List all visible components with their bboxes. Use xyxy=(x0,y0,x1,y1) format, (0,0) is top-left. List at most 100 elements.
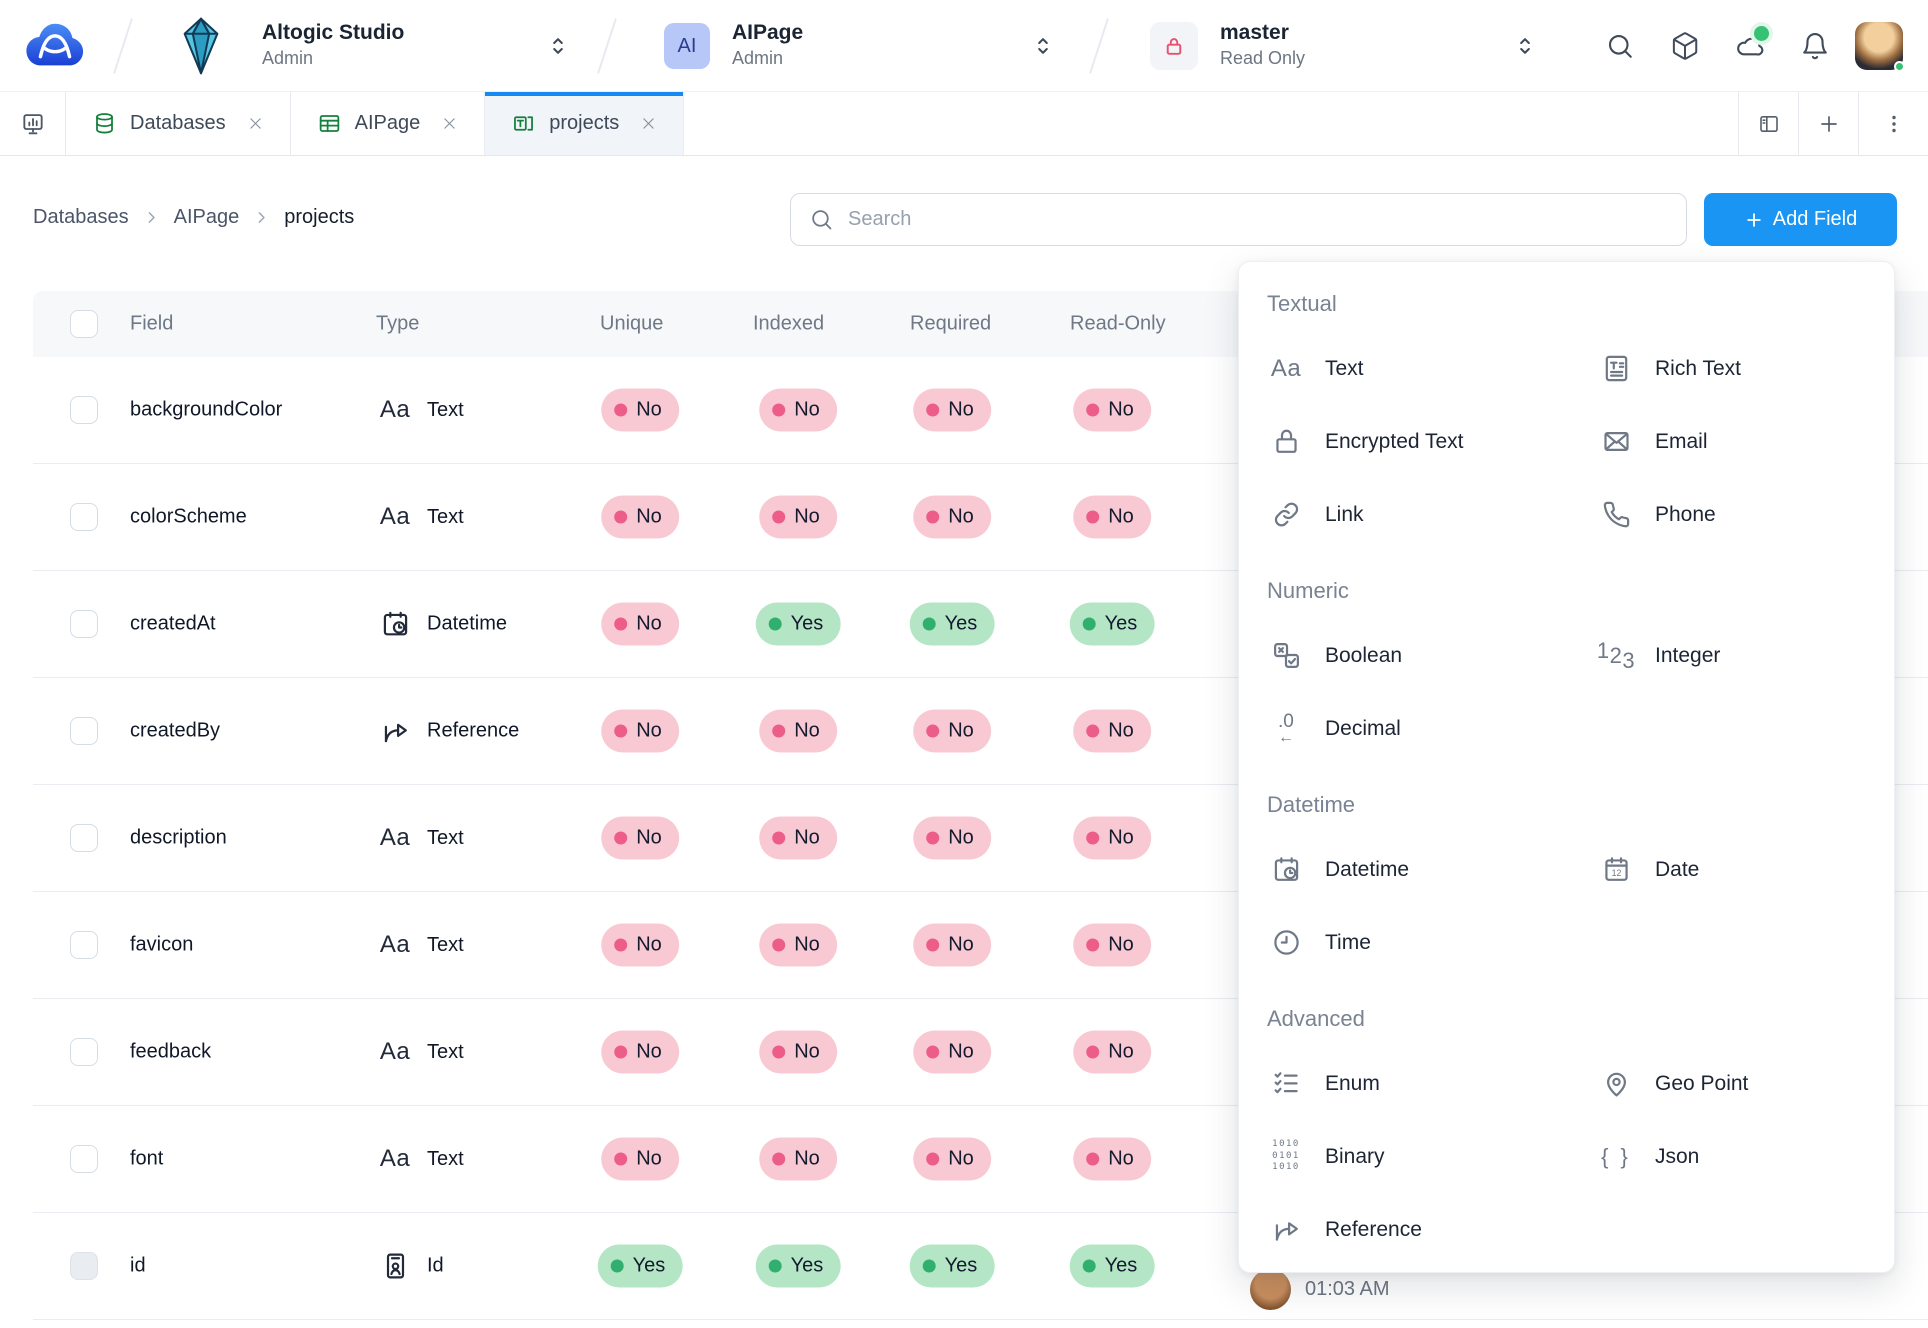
menu-item[interactable]: 12 Date xyxy=(1597,833,1876,906)
menu-item[interactable]: .0 ← Decimal xyxy=(1267,692,1597,765)
indexed-badge: Yes xyxy=(755,1244,841,1288)
field-type: Aa Text xyxy=(379,931,464,958)
column-header: Read-Only xyxy=(1070,312,1166,335)
menu-item[interactable]: Boolean xyxy=(1267,619,1597,692)
unique-badge: No xyxy=(601,709,679,753)
cloud-icon[interactable] xyxy=(1735,26,1769,61)
version-selector[interactable]: master Read Only xyxy=(1220,19,1305,70)
tab[interactable]: projects xyxy=(485,92,685,155)
readonly-badge: Yes xyxy=(1069,602,1155,646)
time-icon xyxy=(1267,927,1305,958)
required-badge: No xyxy=(913,923,991,967)
menu-item[interactable]: Geo Point xyxy=(1597,1047,1876,1120)
row-checkbox[interactable] xyxy=(70,1145,98,1173)
close-tab-icon[interactable] xyxy=(441,115,458,132)
field-type: Aa Text xyxy=(379,503,464,530)
menu-item[interactable]: 1010 0101 1010 Binary xyxy=(1267,1120,1597,1193)
menu-item[interactable]: Aa Text xyxy=(1267,332,1597,405)
text-icon: Aa xyxy=(379,396,411,423)
menu-item[interactable]: Rich Text xyxy=(1597,332,1876,405)
menu-item[interactable]: Phone xyxy=(1597,478,1876,551)
required-badge: No xyxy=(913,1137,991,1181)
menu-item[interactable]: Link xyxy=(1267,478,1597,551)
divider xyxy=(113,18,133,74)
more-icon[interactable] xyxy=(1858,92,1928,155)
created-time: 01:03 AM xyxy=(1305,1278,1390,1300)
user-avatar xyxy=(1250,1269,1291,1310)
tab-label: AIPage xyxy=(354,112,421,134)
add-field-button[interactable]: Add Field xyxy=(1704,193,1897,246)
add-tab-icon[interactable] xyxy=(1798,92,1858,155)
required-badge: No xyxy=(913,816,991,860)
breadcrumb-chevron-icon xyxy=(253,209,270,226)
field-name: createdAt xyxy=(130,612,216,635)
required-badge: Yes xyxy=(909,1244,995,1288)
presence-dot xyxy=(1894,61,1905,72)
row-checkbox[interactable] xyxy=(70,610,98,638)
app-avatar: AI xyxy=(664,23,710,69)
split-view-icon[interactable] xyxy=(1738,92,1798,155)
row-checkbox[interactable] xyxy=(70,1252,98,1280)
chevron-expand-icon[interactable] xyxy=(1030,28,1056,64)
altogic-logo-icon[interactable] xyxy=(24,15,86,77)
app-selector[interactable]: AIPage Admin xyxy=(732,19,803,70)
column-header: Field xyxy=(130,312,174,335)
reference-icon xyxy=(1267,1214,1305,1245)
geo-point-icon xyxy=(1597,1068,1635,1099)
required-badge: Yes xyxy=(909,602,995,646)
breadcrumb-item[interactable]: Databases xyxy=(33,206,160,229)
id-icon xyxy=(378,1251,412,1282)
unique-badge: No xyxy=(601,1030,679,1074)
chevron-expand-icon[interactable] xyxy=(545,28,571,64)
readonly-badge: No xyxy=(1073,1137,1151,1181)
database-icon xyxy=(92,111,117,136)
row-checkbox[interactable] xyxy=(70,1038,98,1066)
field-type: Aa Text xyxy=(379,1038,464,1065)
menu-item[interactable]: Enum xyxy=(1267,1047,1597,1120)
encrypted-text-icon xyxy=(1267,426,1305,457)
menu-item[interactable]: 123 Integer xyxy=(1596,637,1721,673)
tab[interactable]: AIPage xyxy=(290,92,486,155)
breadcrumb-item[interactable]: projects xyxy=(284,206,355,228)
menu-item[interactable]: { } Json xyxy=(1597,1120,1876,1193)
search-input[interactable] xyxy=(848,194,1686,245)
field-type-menu: Textual Aa Text Rich Text Encrypted Text xyxy=(1238,261,1895,1273)
row-checkbox[interactable] xyxy=(70,824,98,852)
integer-icon: 123 xyxy=(1596,637,1636,673)
menu-item[interactable]: Datetime xyxy=(1267,833,1597,906)
app-role: Admin xyxy=(732,48,784,68)
close-tab-icon[interactable] xyxy=(640,115,657,132)
section-title: Datetime xyxy=(1267,792,1356,817)
package-icon[interactable] xyxy=(1670,31,1700,61)
enum-icon xyxy=(1267,1068,1305,1099)
row-checkbox[interactable] xyxy=(70,396,98,424)
search-icon[interactable] xyxy=(1605,31,1635,61)
bell-icon[interactable] xyxy=(1800,31,1830,61)
row-checkbox[interactable] xyxy=(70,717,98,745)
org-selector[interactable]: Altogic Studio Admin xyxy=(262,19,404,70)
field-name: font xyxy=(130,1147,164,1170)
tab[interactable]: Databases xyxy=(66,92,291,155)
breadcrumb-item[interactable]: AIPage xyxy=(174,206,271,229)
indexed-badge: Yes xyxy=(755,602,841,646)
menu-item[interactable]: Encrypted Text xyxy=(1267,405,1597,478)
menu-item[interactable]: Reference xyxy=(1267,1193,1597,1266)
menu-item[interactable]: Time xyxy=(1267,906,1597,979)
row-checkbox[interactable] xyxy=(70,503,98,531)
indexed-badge: No xyxy=(759,1030,837,1074)
row-checkbox[interactable] xyxy=(70,931,98,959)
binary-icon: 1010 0101 1010 xyxy=(1272,1138,1300,1173)
link-icon xyxy=(1267,499,1305,530)
readonly-badge: No xyxy=(1073,1030,1151,1074)
created-at-cell: 01:03 AM xyxy=(1250,1269,1390,1310)
tab-label: projects xyxy=(549,112,620,134)
board-icon[interactable] xyxy=(0,92,66,155)
chevron-expand-icon[interactable] xyxy=(1512,28,1538,64)
section-title: Textual xyxy=(1267,291,1337,316)
breadcrumb: Databases AIPage projects xyxy=(33,206,354,229)
select-all-checkbox[interactable] xyxy=(70,310,98,338)
reference-icon xyxy=(378,716,412,747)
menu-item[interactable]: Email xyxy=(1597,405,1876,478)
close-tab-icon[interactable] xyxy=(247,115,264,132)
user-avatar[interactable] xyxy=(1855,22,1905,72)
